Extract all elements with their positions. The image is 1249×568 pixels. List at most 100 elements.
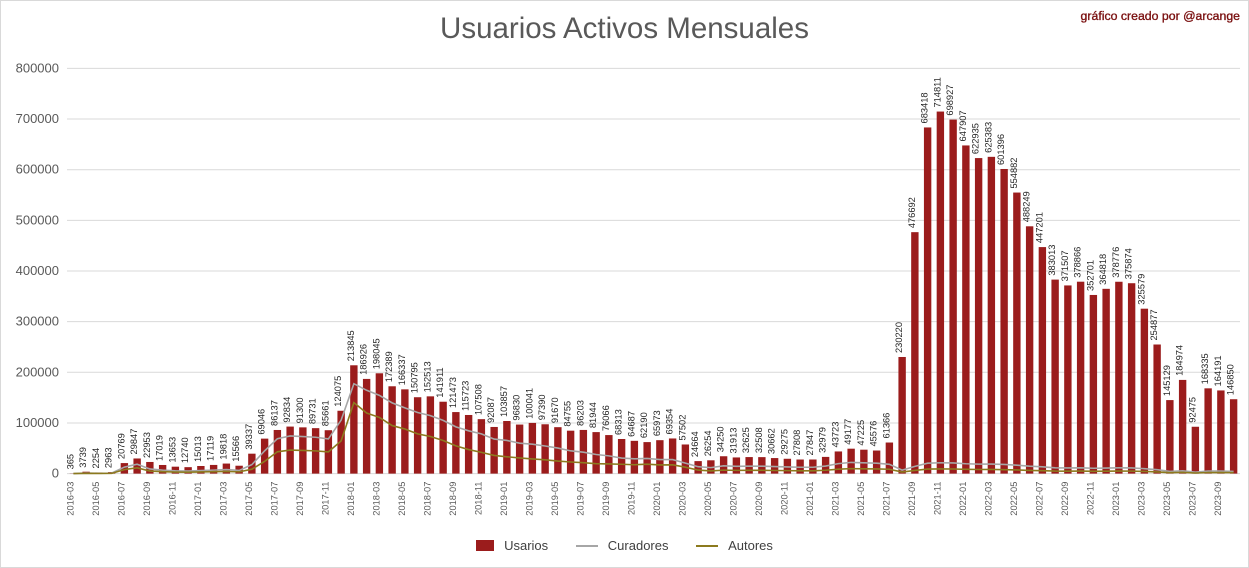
svg-text:49177: 49177 [843,419,853,445]
svg-text:2022-09: 2022-09 [1060,482,1070,516]
svg-text:2023-07: 2023-07 [1187,482,1197,516]
svg-text:352701: 352701 [1085,260,1095,291]
svg-text:2017-07: 2017-07 [269,482,279,516]
svg-text:150795: 150795 [410,362,420,393]
svg-text:683418: 683418 [920,92,930,123]
svg-text:476692: 476692 [907,197,917,228]
svg-text:121473: 121473 [448,377,458,408]
svg-text:2017-11: 2017-11 [320,482,330,515]
svg-text:17019: 17019 [155,435,165,461]
svg-text:2020-03: 2020-03 [677,482,687,516]
svg-text:86203: 86203 [575,400,585,426]
svg-text:57502: 57502 [677,415,687,441]
svg-text:2018-11: 2018-11 [473,482,483,515]
svg-text:30662: 30662 [767,428,777,454]
svg-text:2022-03: 2022-03 [983,482,993,516]
svg-text:2016-07: 2016-07 [116,482,126,516]
svg-text:2023-05: 2023-05 [1162,482,1172,516]
svg-text:500000: 500000 [16,212,59,227]
svg-text:146850: 146850 [1226,364,1236,395]
svg-text:15566: 15566 [231,436,241,462]
svg-text:2019-03: 2019-03 [524,482,534,516]
svg-text:2022-01: 2022-01 [958,482,968,516]
svg-text:2018-05: 2018-05 [397,482,407,516]
svg-text:47225: 47225 [856,420,866,446]
svg-text:29275: 29275 [779,429,789,455]
svg-text:45576: 45576 [869,421,879,447]
svg-text:2021-09: 2021-09 [907,482,917,516]
svg-text:378866: 378866 [1073,247,1083,278]
svg-text:601396: 601396 [996,134,1006,165]
svg-text:2023-01: 2023-01 [1111,482,1121,516]
svg-text:96830: 96830 [512,395,522,421]
svg-text:2020-11: 2020-11 [779,482,789,515]
svg-text:230220: 230220 [894,322,904,353]
svg-text:32979: 32979 [818,427,828,453]
svg-text:186926: 186926 [359,344,369,375]
svg-text:2018-07: 2018-07 [422,482,432,516]
svg-text:184974: 184974 [1175,345,1185,376]
svg-text:107508: 107508 [473,384,483,415]
svg-text:0: 0 [52,466,59,481]
svg-text:92475: 92475 [1187,397,1197,423]
svg-text:100041: 100041 [524,388,534,419]
svg-text:2018-01: 2018-01 [346,482,356,516]
svg-text:2022-07: 2022-07 [1034,482,1044,516]
svg-text:622935: 622935 [971,123,981,154]
svg-text:2020-09: 2020-09 [754,482,764,516]
svg-text:15013: 15013 [193,436,203,462]
svg-text:2021-07: 2021-07 [881,482,891,516]
svg-text:554882: 554882 [1009,158,1019,189]
svg-text:325579: 325579 [1136,274,1146,305]
svg-text:198045: 198045 [371,338,381,369]
svg-text:714811: 714811 [932,77,942,107]
svg-text:31913: 31913 [728,428,738,454]
svg-text:145129: 145129 [1162,365,1172,396]
svg-text:2016-05: 2016-05 [91,482,101,516]
svg-text:2963: 2963 [104,447,114,468]
svg-text:698927: 698927 [945,85,955,116]
svg-text:447201: 447201 [1034,212,1044,243]
svg-text:3739: 3739 [78,447,88,468]
svg-text:20769: 20769 [116,433,126,459]
svg-text:61366: 61366 [881,413,891,439]
svg-text:32625: 32625 [741,427,751,453]
svg-text:81944: 81944 [588,402,598,428]
svg-text:2018-09: 2018-09 [448,482,458,516]
svg-text:166337: 166337 [397,354,407,385]
svg-text:17119: 17119 [206,436,216,461]
svg-text:91300: 91300 [295,398,305,424]
svg-text:26254: 26254 [703,430,713,456]
svg-text:2021-03: 2021-03 [830,482,840,516]
svg-text:64687: 64687 [626,411,636,437]
svg-text:371507: 371507 [1060,250,1070,281]
svg-text:2020-05: 2020-05 [703,482,713,516]
svg-text:141911: 141911 [435,367,445,397]
svg-text:400000: 400000 [16,263,59,278]
svg-text:2022-11: 2022-11 [1085,482,1095,515]
svg-text:600000: 600000 [16,162,59,177]
svg-text:2018-03: 2018-03 [371,482,381,516]
svg-text:2016-03: 2016-03 [65,482,75,516]
svg-text:84755: 84755 [563,401,573,427]
svg-text:2017-05: 2017-05 [244,482,254,516]
svg-text:365: 365 [65,454,75,470]
svg-text:2019-07: 2019-07 [575,482,585,516]
svg-text:69354: 69354 [665,409,675,435]
svg-text:27847: 27847 [805,430,815,456]
svg-text:625383: 625383 [983,122,993,153]
svg-text:92087: 92087 [486,397,496,423]
svg-text:164191: 164191 [1213,355,1223,386]
svg-text:800000: 800000 [16,60,59,75]
svg-text:100000: 100000 [16,415,59,430]
svg-text:92834: 92834 [282,397,292,423]
svg-text:300000: 300000 [16,314,59,329]
svg-text:488249: 488249 [1022,191,1032,222]
svg-text:213845: 213845 [346,330,356,361]
svg-text:85661: 85661 [320,400,330,426]
svg-text:2019-11: 2019-11 [626,482,636,515]
svg-text:34250: 34250 [716,426,726,452]
svg-text:152513: 152513 [422,361,432,392]
svg-text:68313: 68313 [614,409,624,435]
svg-text:2023-03: 2023-03 [1136,482,1146,516]
